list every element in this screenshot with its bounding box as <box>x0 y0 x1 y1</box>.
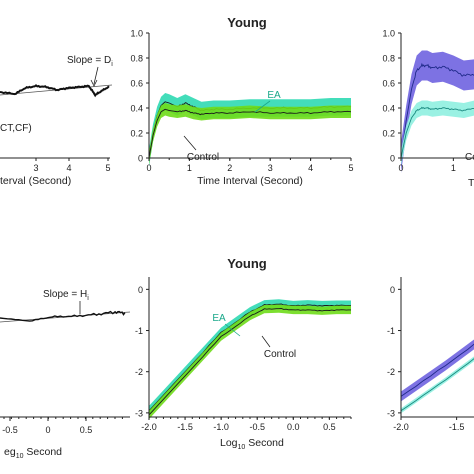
bottom-left-x-axis-label-partial: eg10 Second <box>4 446 62 460</box>
top-right-y-tick-label: 0.6 <box>382 79 395 89</box>
top-left-annotation-slope-sub: i <box>111 61 113 68</box>
top-right-y-tick-label: 0.2 <box>382 129 395 139</box>
top-center-annotation-ea: EA <box>267 90 281 101</box>
bottom-left-x-axis-label-sub: 10 <box>16 453 24 460</box>
top-right-series-0-line <box>400 62 474 159</box>
bottom-center-x-axis-label-sub: 10 <box>238 444 246 451</box>
bottom-right-series-0-line <box>400 343 474 397</box>
top-center-annotation-control-pointer <box>183 135 197 151</box>
bottom-right-y-tick-label: -1 <box>387 326 395 336</box>
bottom-center-x-tick-label: -0.5 <box>249 422 265 432</box>
bottom-left-annotation-slope-sub: i <box>87 295 89 302</box>
top-right-x-axis-label-partial: Ti <box>468 177 474 189</box>
bottom-right-y-tick-label: 0 <box>390 285 395 295</box>
top-center-x-tick-label: 5 <box>348 163 353 173</box>
top-center-annotation-ea-pointer <box>254 100 271 113</box>
top-right-annotation-control-partial: Co <box>465 152 474 163</box>
top-left-x-tick-label: 4 <box>66 163 71 173</box>
bottom-center-annotation-ea-pointer <box>224 323 241 337</box>
panel-title-young-bottom: Young <box>227 256 267 271</box>
bottom-center-annotation-ea: EA <box>212 313 226 324</box>
top-center-series-1-band <box>149 103 351 165</box>
top-right-series-0-band <box>401 50 474 173</box>
bottom-center-x-tick-label: -1.5 <box>177 422 193 432</box>
top-right-y-tick-label: 0.4 <box>382 104 395 114</box>
top-center-y-tick-label: 0.6 <box>130 79 143 89</box>
bottom-center-x-tick-label: 0.5 <box>323 422 336 432</box>
bottom-center-y-tick-label: 0 <box>138 285 143 295</box>
top-center-series-0-band <box>149 93 351 167</box>
bottom-left-fluctuation-line <box>0 310 126 322</box>
top-right-x-tick-label: 1 <box>451 163 456 173</box>
top-center-y-tick-label: 0.4 <box>130 104 143 114</box>
top-left-fluctuation-line <box>0 84 110 98</box>
bottom-center-series-0-line <box>148 303 351 412</box>
top-center-x-axis-label: Time Interval (Second) <box>197 175 303 187</box>
bottom-left-annotation-slope: Slope = Hi <box>43 289 89 302</box>
bottom-center-x-axis-label: Log10 Second <box>220 437 284 451</box>
top-right-y-tick-label: 0 <box>390 154 395 164</box>
bottom-center-annotation-control: Control <box>264 349 296 360</box>
bottom-center-y-tick-label: -2 <box>135 367 143 377</box>
top-center-series-1-line <box>148 108 352 159</box>
top-left-annotation-slope: Slope = Di <box>67 55 113 68</box>
bottom-left-x-tick-label: 0.5 <box>80 425 93 435</box>
top-center-x-tick-label: 0 <box>146 163 151 173</box>
top-center-x-tick-label: 3 <box>268 163 273 173</box>
top-left-x-axis-label-partial: terval (Second) <box>0 175 71 187</box>
top-center-y-tick-label: 1.0 <box>130 29 143 39</box>
bottom-center-y-tick-label: -1 <box>135 326 143 336</box>
bottom-center-y-tick-label: -3 <box>135 408 143 418</box>
top-right-series-1-line <box>400 106 474 159</box>
bottom-right-x-tick-label: -1.5 <box>449 422 465 432</box>
top-left-x-tick-label: 3 <box>33 163 38 173</box>
bottom-right-y-tick-label: -3 <box>387 408 395 418</box>
top-right-y-tick-label: 1.0 <box>382 29 395 39</box>
top-left-x-tick-label: 5 <box>105 163 110 173</box>
bottom-center-annotation-control-pointer <box>261 335 271 348</box>
top-center-annotation-control: Control <box>187 152 219 163</box>
top-center-y-tick-label: 0.8 <box>130 54 143 64</box>
bottom-center-x-tick-label: 0.0 <box>287 422 300 432</box>
top-center-x-tick-label: 1 <box>187 163 192 173</box>
bottom-left-x-tick-label: 0 <box>45 425 50 435</box>
top-center-x-tick-label: 2 <box>227 163 232 173</box>
top-center-x-tick-label: 4 <box>308 163 313 173</box>
top-left-annotation-slope-pointer <box>93 66 99 85</box>
top-right-series-1-band <box>401 100 474 166</box>
bottom-left-x-axis-label-rest: Second <box>23 446 62 458</box>
bottom-center-series-1-line <box>148 308 351 416</box>
bottom-right-x-tick-label: -2.0 <box>393 422 409 432</box>
bottom-center-x-axis-label-rest: Second <box>245 437 284 449</box>
top-right-y-tick-label: 0.8 <box>382 54 395 64</box>
top-left-annotation-partial: CT,CF) <box>0 123 32 134</box>
panel-title-young-top: Young <box>227 15 267 30</box>
bottom-center-x-tick-label: -1.0 <box>213 422 229 432</box>
bottom-right-series-1-line <box>400 358 474 412</box>
top-center-y-tick-label: 0 <box>138 154 143 164</box>
bottom-center-series-1-band <box>149 304 351 420</box>
top-center-y-tick-label: 0.2 <box>130 129 143 139</box>
bottom-center-x-tick-label: -2.0 <box>141 422 157 432</box>
bottom-left-x-tick-label: -0.5 <box>2 425 18 435</box>
bottom-right-y-tick-label: -2 <box>387 367 395 377</box>
top-right-x-tick-label: 0 <box>398 163 403 173</box>
top-left-annotation-slope-arrowhead <box>90 79 98 87</box>
